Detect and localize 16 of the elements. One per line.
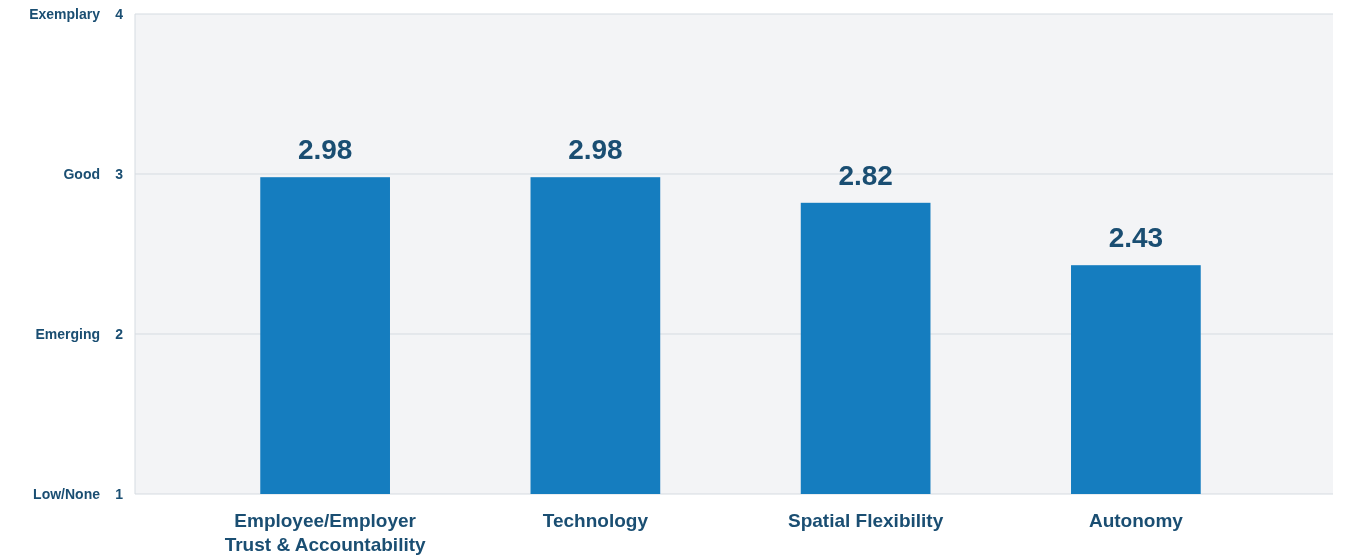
data-label: 2.82 (838, 159, 893, 191)
data-label: 2.98 (297, 134, 353, 166)
y-tick-label: 1 (115, 485, 124, 502)
x-tick-label: Spatial Flexibility (788, 510, 944, 531)
x-tick-label: Technology (542, 510, 649, 531)
y-tick-label: 3 (115, 165, 124, 182)
text: Low/None (33, 485, 101, 502)
text: Exemplary (29, 5, 101, 22)
y-tick-label: 2 (115, 325, 124, 342)
text: Emerging (35, 325, 100, 342)
data-label: 2.98 (568, 134, 623, 166)
x-tick-label: Employee/Employer Trust & Accountability (224, 510, 427, 555)
data-label: 2.43 (1108, 222, 1164, 254)
x-tick-label: Autonomy (1088, 510, 1184, 531)
text: Good (63, 165, 100, 182)
y-tick-label: 4 (115, 5, 124, 22)
